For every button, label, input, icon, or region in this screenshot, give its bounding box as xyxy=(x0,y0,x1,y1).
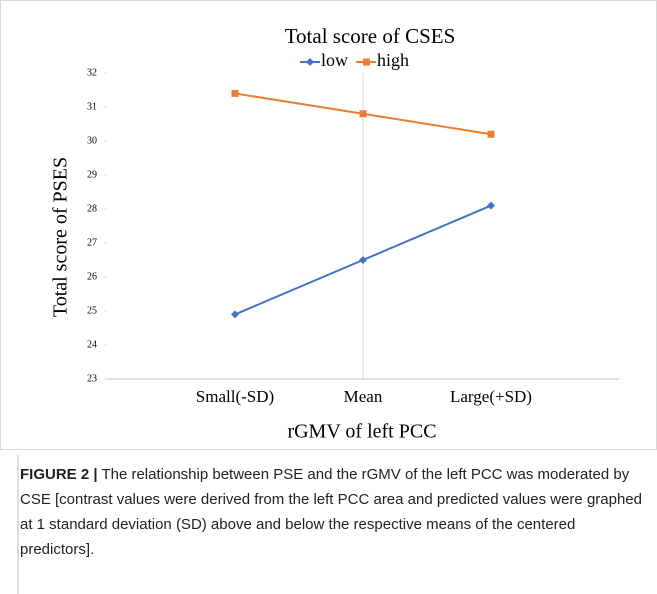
marker xyxy=(231,310,239,319)
marker xyxy=(359,256,367,264)
marker xyxy=(487,130,495,138)
marker xyxy=(359,110,367,118)
legend-marker xyxy=(363,58,370,66)
marker xyxy=(231,89,239,97)
legend-marker xyxy=(306,58,314,66)
marker xyxy=(487,201,495,210)
x-tick-label: Mean xyxy=(344,387,383,406)
caption: FIGURE 2 | The relationship between PSE … xyxy=(20,462,648,562)
caption-text: The relationship between PSE and the rGM… xyxy=(20,466,642,558)
caption-label: FIGURE 2 | xyxy=(20,466,98,483)
x-axis-title: rGMV of left PCC xyxy=(287,421,436,443)
legend-label: high xyxy=(377,50,409,70)
y-tick-label: 23 xyxy=(87,373,97,384)
y-tick-label: 28 xyxy=(87,203,97,214)
y-tick-label: 27 xyxy=(87,237,97,248)
y-tick-label: 29 xyxy=(87,169,97,180)
y-tick-label: 25 xyxy=(87,305,97,316)
y-tick-label: 32 xyxy=(87,67,97,78)
y-tick-label: 30 xyxy=(87,135,97,146)
y-tick-label: 31 xyxy=(87,101,97,112)
legend-label: low xyxy=(321,50,348,70)
y-tick-label: 24 xyxy=(87,339,97,350)
x-tick-label: Large(+SD) xyxy=(450,387,532,406)
y-tick-label: 26 xyxy=(87,271,97,282)
x-tick-label: Small(-SD) xyxy=(196,387,274,406)
chart-title: Total score of CSES xyxy=(285,24,456,48)
y-axis-title: Total score of PSES xyxy=(50,157,72,317)
